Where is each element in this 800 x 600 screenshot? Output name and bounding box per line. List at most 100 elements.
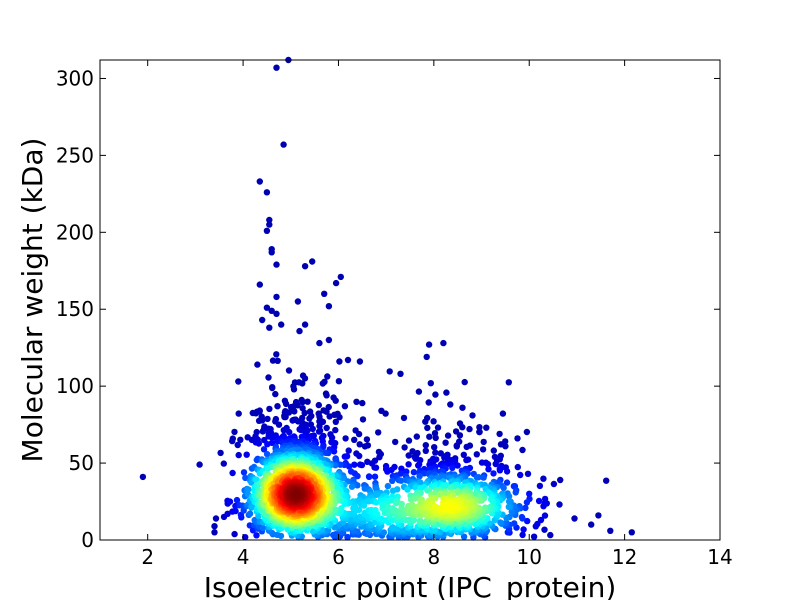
data-point	[306, 415, 313, 422]
data-point	[301, 409, 308, 417]
data-point	[588, 521, 595, 528]
data-point	[255, 440, 262, 447]
data-point	[374, 511, 381, 518]
data-point	[237, 436, 244, 443]
data-point	[325, 336, 333, 344]
data-point	[497, 519, 504, 526]
data-point	[273, 351, 280, 358]
data-point	[354, 472, 361, 480]
data-point	[526, 490, 533, 497]
data-point	[432, 434, 439, 442]
data-point	[595, 512, 602, 519]
data-point	[229, 437, 236, 445]
data-point	[272, 390, 279, 398]
data-point	[252, 410, 260, 417]
data-point	[628, 529, 635, 536]
data-point	[404, 486, 411, 493]
data-point	[535, 497, 543, 505]
data-point	[540, 503, 547, 510]
data-points	[139, 56, 635, 541]
y-tick-label: 250	[56, 143, 94, 167]
data-point	[405, 452, 412, 459]
data-point	[139, 473, 147, 481]
y-tick-label: 150	[56, 297, 94, 321]
data-point	[359, 416, 367, 423]
plot-background	[100, 60, 720, 540]
data-point	[437, 450, 444, 457]
data-point	[266, 216, 273, 224]
data-point	[459, 424, 466, 431]
data-point	[332, 531, 339, 538]
data-point	[299, 405, 306, 412]
x-axis-label: Isoelectric point (IPC_protein)	[204, 571, 617, 600]
x-tick-label: 14	[707, 545, 732, 569]
data-point	[478, 459, 486, 466]
data-point	[523, 499, 531, 506]
y-tick-label: 50	[69, 451, 94, 475]
data-point	[454, 462, 461, 469]
data-point	[294, 298, 302, 305]
data-point	[547, 531, 554, 539]
data-point	[356, 452, 363, 460]
y-axis-label: Molecular weight (kDa)	[16, 138, 49, 463]
data-point	[265, 374, 272, 381]
data-point	[275, 421, 283, 428]
data-point	[541, 512, 549, 519]
y-tick-label: 200	[56, 220, 94, 244]
data-point	[363, 436, 371, 443]
data-point	[424, 424, 431, 432]
data-point	[520, 526, 527, 533]
data-point	[323, 424, 330, 432]
data-point	[460, 533, 468, 540]
data-point	[447, 401, 454, 408]
data-point	[607, 527, 614, 534]
data-point	[405, 461, 412, 468]
data-point	[519, 531, 526, 539]
data-point	[473, 474, 481, 481]
data-point	[328, 439, 335, 446]
data-point	[412, 484, 419, 491]
data-point	[517, 471, 524, 479]
data-point	[229, 469, 236, 477]
data-point	[332, 279, 340, 287]
data-point	[337, 461, 344, 468]
data-point	[431, 430, 439, 437]
data-point	[301, 263, 309, 270]
data-point	[557, 476, 564, 484]
data-point	[466, 425, 473, 433]
data-point	[273, 310, 280, 317]
data-point	[332, 418, 339, 425]
data-point	[235, 410, 242, 417]
data-point	[386, 368, 393, 375]
data-point	[403, 468, 410, 475]
data-point	[268, 439, 276, 446]
data-point	[375, 429, 382, 436]
data-point	[341, 453, 348, 460]
data-point	[503, 479, 511, 486]
data-point	[459, 404, 466, 411]
data-point	[245, 486, 252, 493]
data-point	[263, 450, 271, 458]
data-point	[232, 507, 239, 515]
data-point	[426, 433, 433, 440]
data-point	[519, 446, 526, 454]
data-point	[453, 443, 460, 450]
data-point	[274, 357, 281, 364]
data-point	[251, 516, 258, 524]
data-point	[326, 413, 333, 420]
data-point	[301, 375, 309, 382]
data-point	[350, 505, 357, 512]
data-point	[550, 480, 558, 488]
data-point	[235, 378, 242, 385]
data-point	[480, 438, 487, 446]
data-point	[285, 409, 293, 416]
data-point	[416, 517, 424, 524]
data-point	[347, 468, 355, 475]
data-point	[273, 261, 280, 268]
data-point	[463, 443, 470, 451]
data-point	[380, 529, 388, 536]
data-point	[337, 273, 344, 281]
data-point	[259, 524, 267, 532]
data-point	[361, 443, 369, 450]
data-point	[442, 439, 449, 446]
